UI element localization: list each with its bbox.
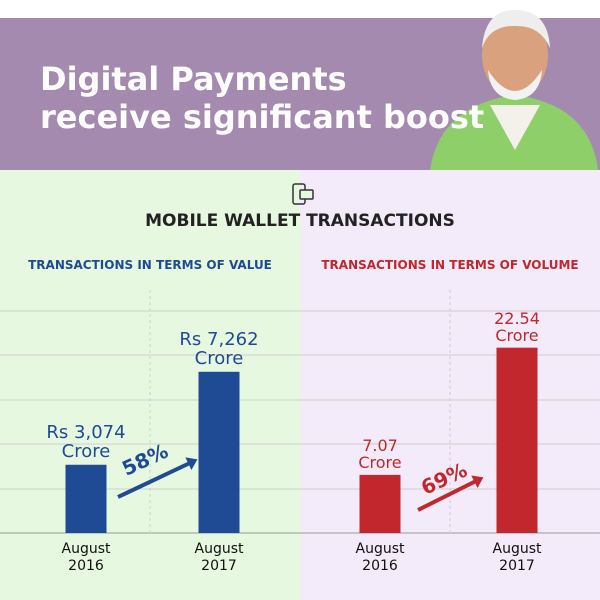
growth-arrow	[117, 460, 193, 499]
bar	[198, 371, 240, 533]
wallet-icon	[292, 183, 314, 205]
section-title: MOBILE WALLET TRANSACTIONS	[145, 211, 455, 231]
value-label: 7.07 Crore	[358, 435, 402, 472]
x-tick-label: August 2016	[355, 541, 405, 574]
chart-subtitle: TRANSACTIONS IN TERMS OF VALUE	[28, 258, 272, 272]
value-label: Rs 3,074 Crore	[46, 421, 126, 462]
value-label: 22.54 Crore	[494, 308, 540, 345]
growth-arrow	[417, 478, 479, 512]
portrait	[430, 10, 598, 170]
arrow-head	[471, 475, 484, 489]
bar	[496, 347, 538, 533]
x-tick-label: August 2017	[194, 541, 244, 574]
x-tick-label: August 2017	[492, 541, 542, 574]
chart-subtitle: TRANSACTIONS IN TERMS OF VOLUME	[321, 258, 579, 272]
bar	[65, 464, 107, 533]
banner-title: Digital Payments receive significant boo…	[40, 60, 485, 136]
arrow-head	[185, 457, 198, 471]
value-label: Rs 7,262 Crore	[179, 328, 259, 369]
left-panel	[0, 170, 300, 600]
x-tick-label: August 2016	[61, 541, 111, 574]
right-panel	[300, 170, 600, 600]
bar	[359, 474, 401, 533]
